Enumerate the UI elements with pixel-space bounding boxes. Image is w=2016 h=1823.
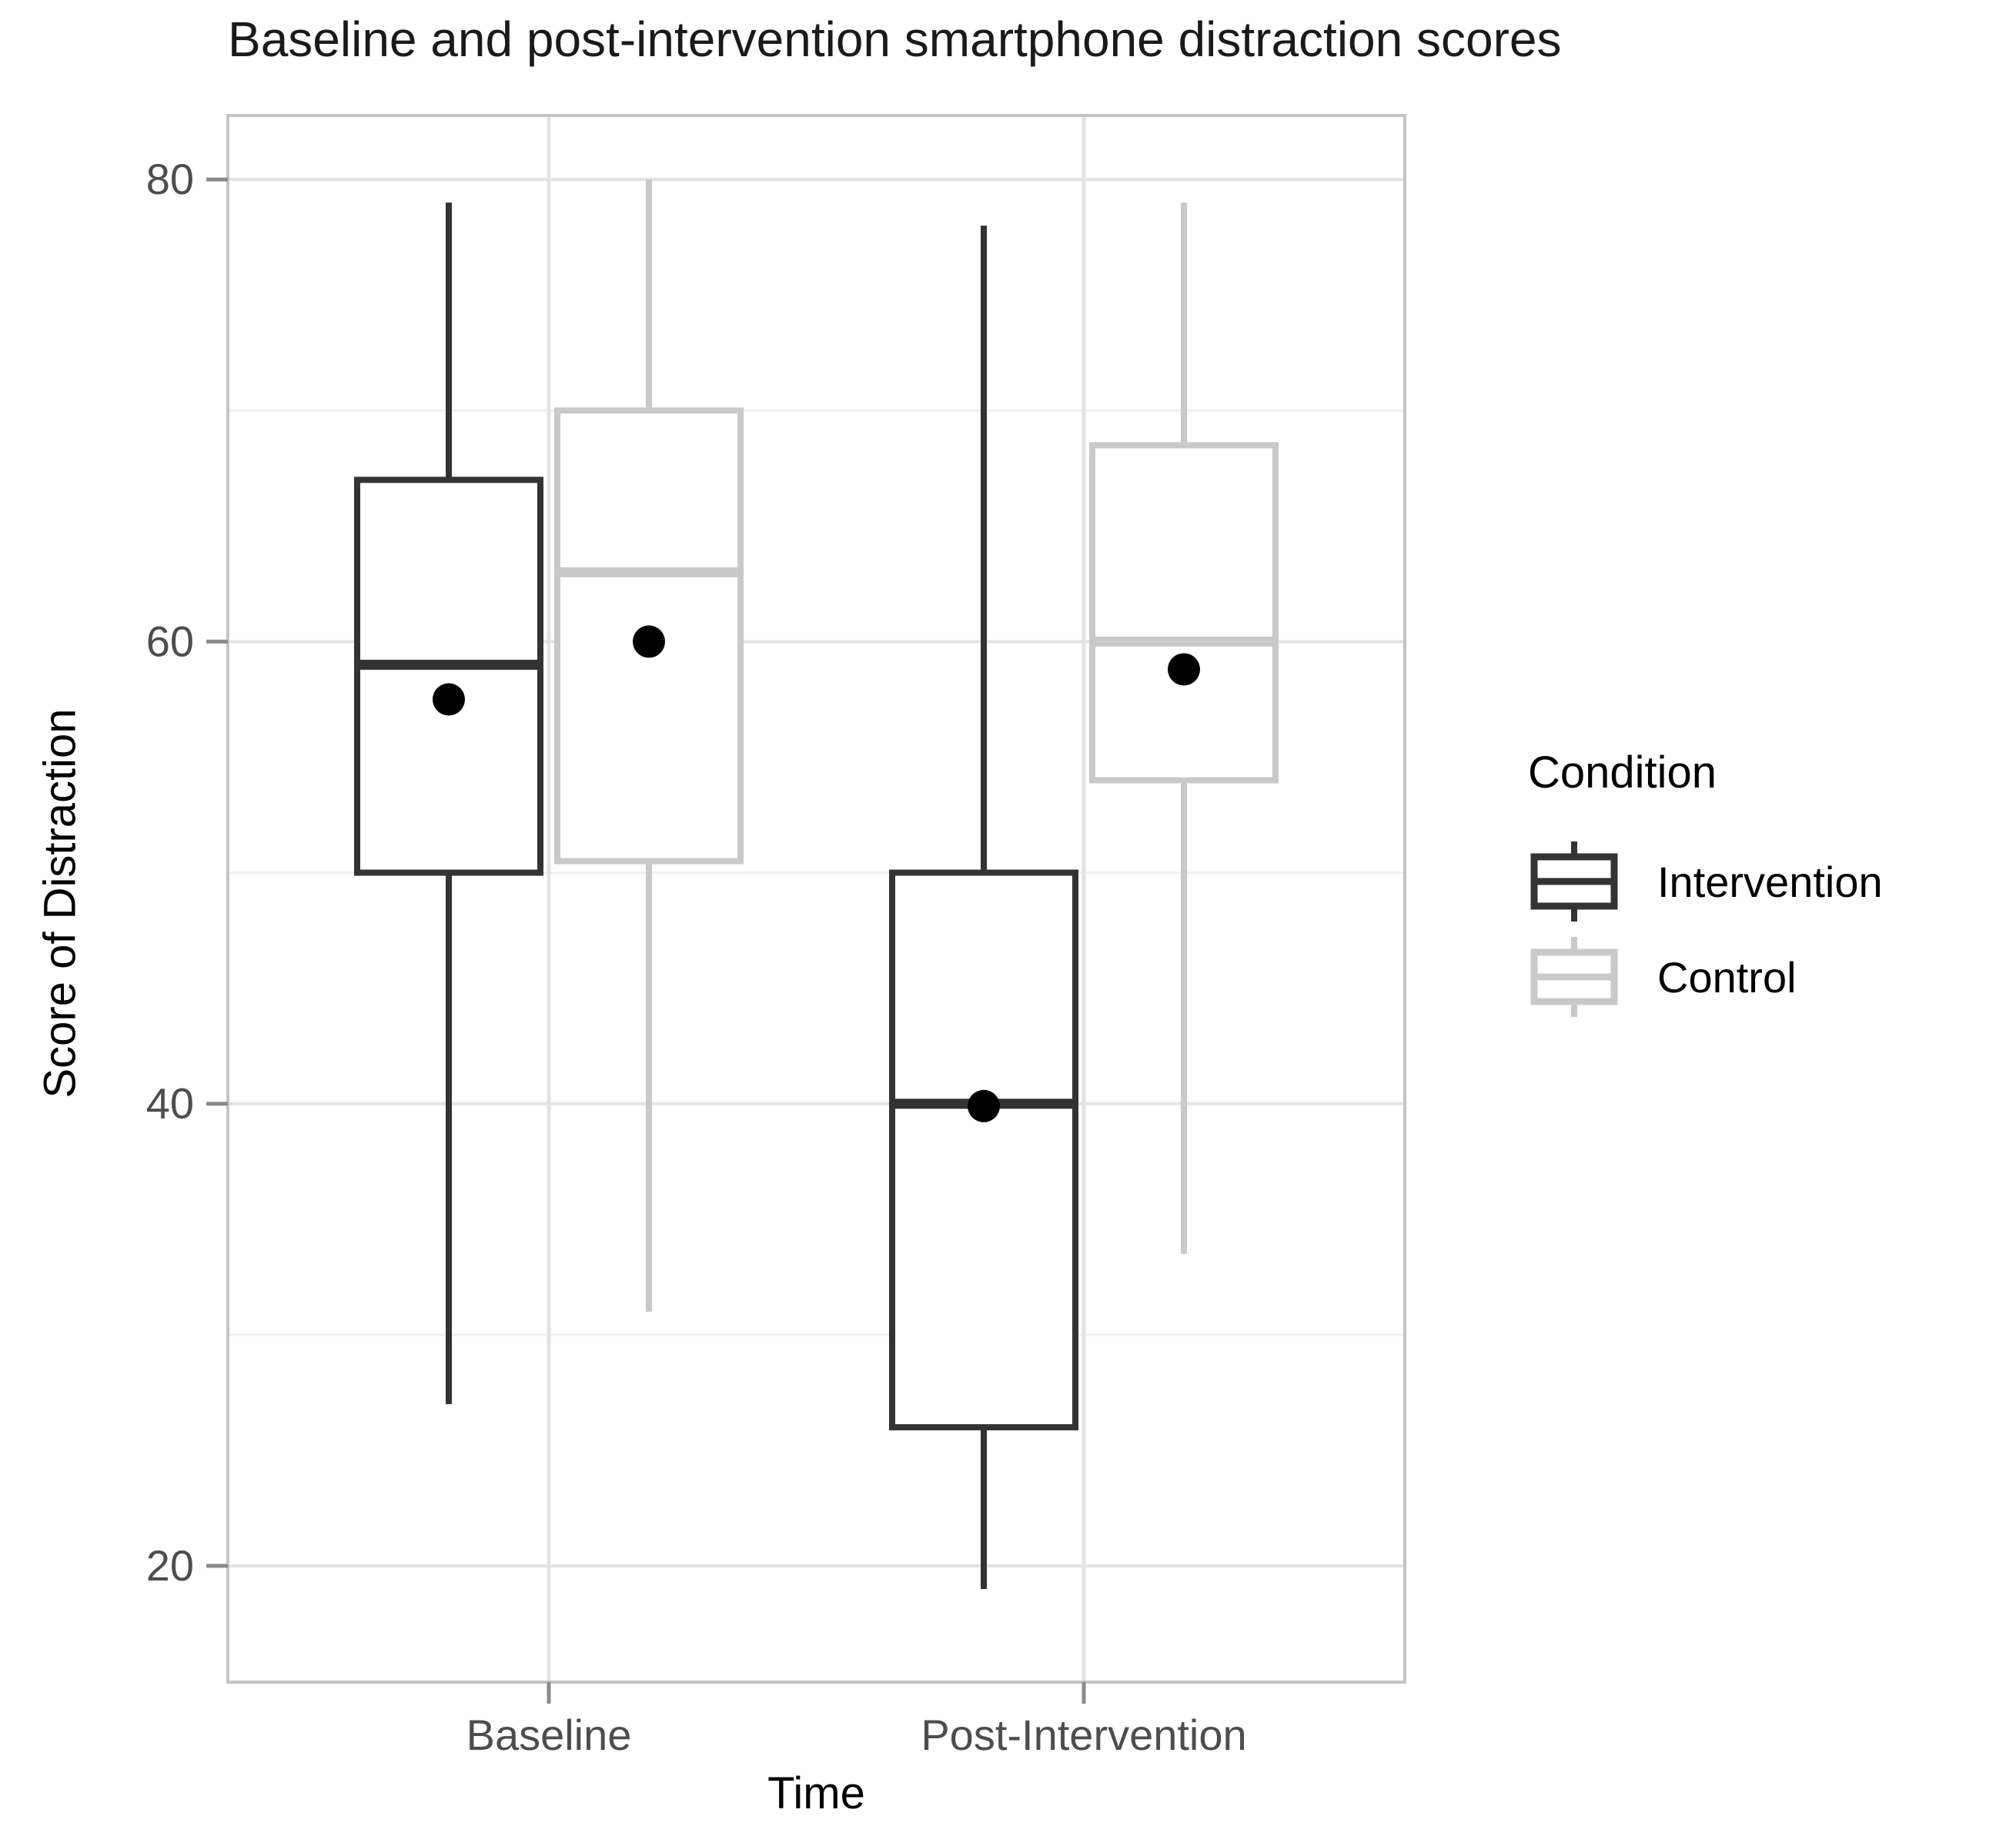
box-post-intervention-control-mean-point <box>1168 653 1200 686</box>
legend-items: Intervention Control <box>1528 834 1883 1025</box>
boxplot-key-icon <box>1530 841 1618 922</box>
legend-item-label: Intervention <box>1657 857 1883 906</box>
x-tick-label: Baseline <box>466 1711 632 1759</box>
x-axis-title: Time <box>767 1768 865 1818</box>
legend-title: Condition <box>1528 748 1717 798</box>
y-tick-label: 20 <box>146 1541 194 1590</box>
box-post-intervention-control-iqr-box <box>1089 442 1279 784</box>
y-tick-label: 80 <box>146 155 194 203</box>
box-post-intervention-intervention-mean-point <box>968 1089 1000 1122</box>
legend: Condition Intervention Control <box>1528 747 1883 1025</box>
box-baseline-control-mean-point <box>633 625 665 658</box>
y-tick-label: 40 <box>146 1079 194 1128</box>
boxplot-key-icon <box>1530 937 1618 1017</box>
plot-title: Baseline and post-intervention smartphon… <box>228 12 1562 67</box>
x-tick-label: Post-Intervention <box>921 1711 1246 1759</box>
legend-item-label: Control <box>1657 952 1797 1002</box>
box-baseline-intervention-iqr-box <box>354 477 543 876</box>
box-baseline-intervention-mean-point <box>433 683 465 716</box>
legend-item-intervention: Intervention <box>1528 834 1883 929</box>
legend-item-control: Control <box>1528 929 1883 1025</box>
box-post-intervention-intervention-iqr-box <box>889 869 1078 1430</box>
panel-border <box>226 114 1406 1684</box>
y-tick-label: 60 <box>146 617 194 665</box>
y-axis-title: Score of Distraction <box>35 708 85 1099</box>
